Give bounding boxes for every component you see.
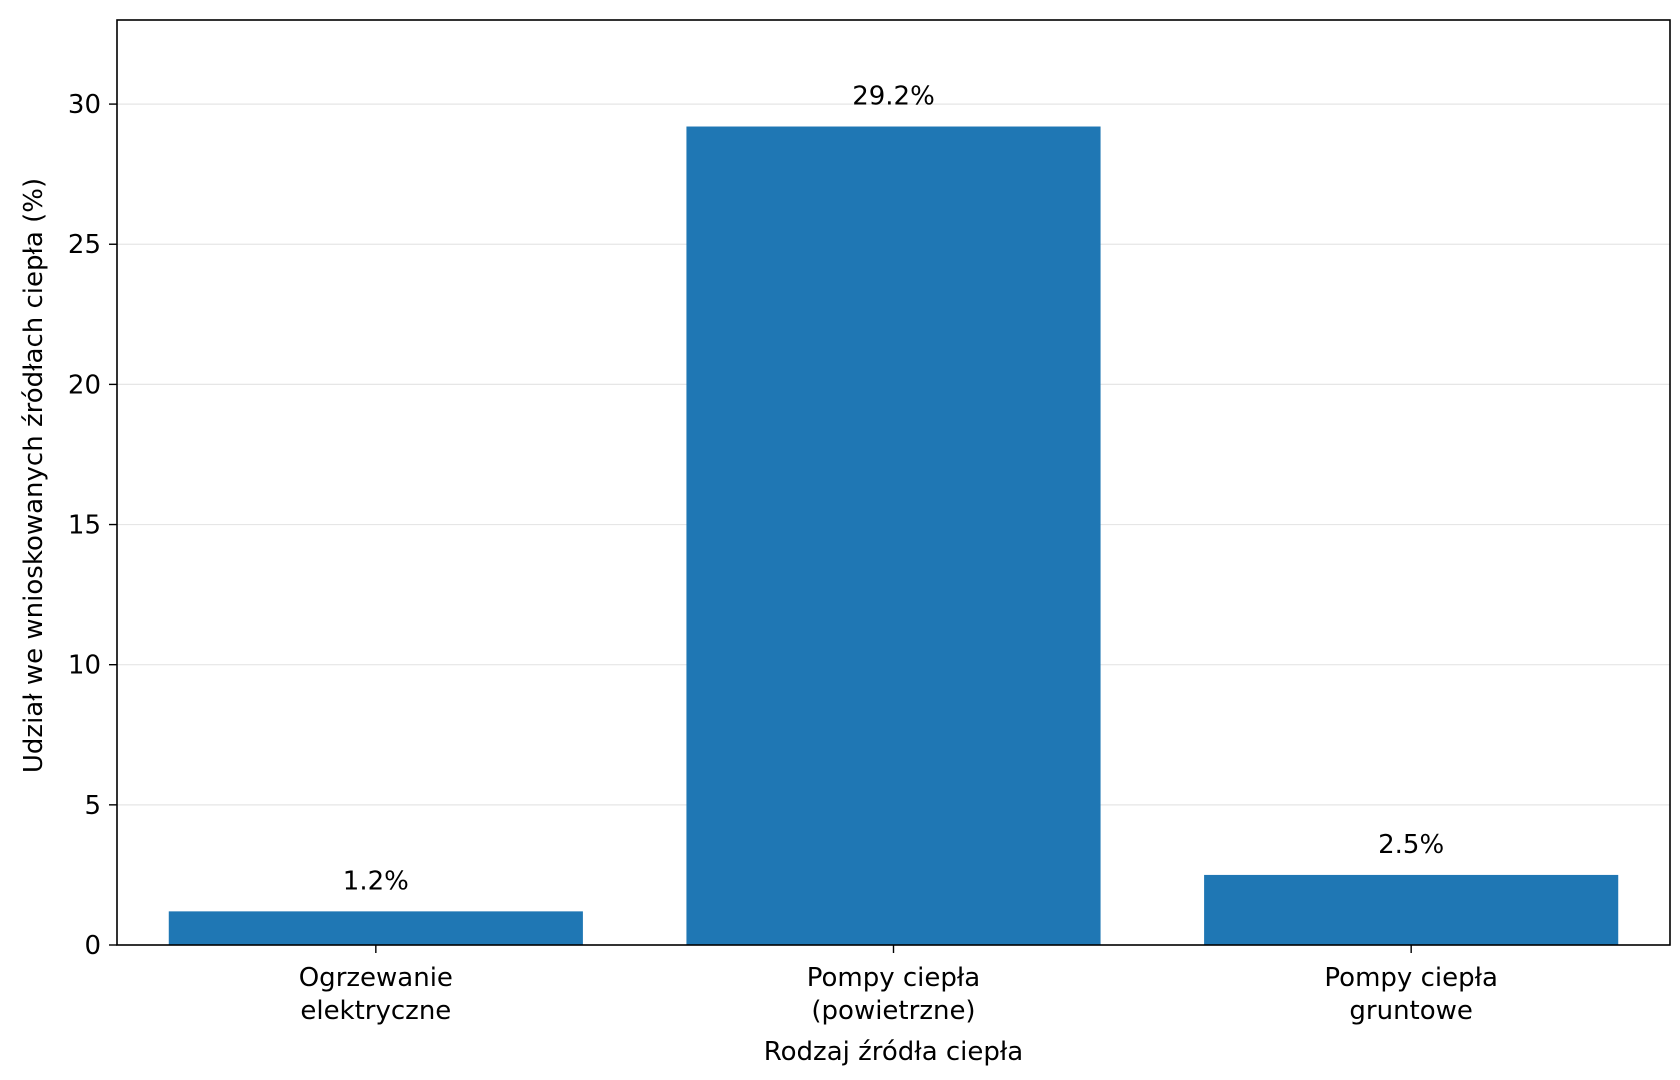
x-tick-label: gruntowe [1349, 996, 1473, 1026]
bar [686, 126, 1101, 946]
y-tick-label: 30 [68, 90, 101, 120]
data-labels: 1.2% 29.2% 2.5% [343, 82, 1444, 897]
bar [1204, 874, 1619, 945]
y-tick-label: 25 [68, 230, 101, 260]
y-tick-label: 0 [84, 931, 101, 961]
x-axis-label: Rodzaj źródła ciepła [764, 1037, 1023, 1067]
bar-value-label: 1.2% [343, 866, 409, 896]
x-tick-label: (powietrzne) [811, 996, 975, 1026]
y-axis-ticks: 0 5 10 15 20 25 30 [68, 90, 117, 961]
x-tick-label: Ogrzewanie [299, 963, 453, 993]
y-tick-label: 15 [68, 511, 101, 541]
x-tick-label: elektryczne [300, 996, 451, 1026]
y-axis-label: Udział we wnioskowanych źródłach ciepła … [19, 178, 49, 773]
x-tick-label: Pompy ciepła [1324, 963, 1497, 993]
x-tick-label: Pompy ciepła [807, 963, 980, 993]
y-tick-label: 10 [68, 651, 101, 681]
bar-value-label: 2.5% [1378, 830, 1444, 860]
y-tick-label: 5 [84, 791, 101, 821]
y-tick-label: 20 [68, 370, 101, 400]
bars [168, 126, 1619, 946]
bar [168, 911, 583, 945]
bar-value-label: 29.2% [852, 82, 935, 112]
